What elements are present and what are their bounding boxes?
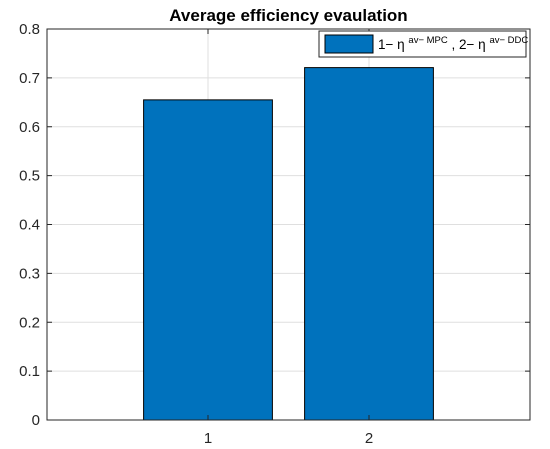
legend-label-part-1: 1− η	[378, 37, 405, 52]
legend: 1− η av− MPC , 2− η av− DDC	[318, 30, 528, 58]
legend-swatch	[324, 34, 374, 54]
legend-label-part-2: , 2− η	[452, 37, 486, 52]
bar-2	[304, 67, 434, 421]
bar-1	[143, 99, 273, 421]
y-tick-label: 0.6	[19, 119, 40, 136]
y-tick-label: 0	[32, 412, 40, 429]
y-tick-label: 0.3	[19, 265, 40, 282]
y-tick-label: 0.1	[19, 363, 40, 380]
bars	[143, 67, 434, 421]
y-tick-label: 0.4	[19, 217, 40, 234]
legend-label-sup-1: av− MPC	[408, 35, 447, 46]
x-tick-label: 2	[365, 430, 373, 447]
x-tick-label: 1	[204, 430, 212, 447]
y-tick-label: 0.5	[19, 168, 40, 185]
y-tick-labels: 0 0.1 0.2 0.3 0.4 0.5 0.6 0.7 0.8	[19, 21, 40, 429]
chart-title: Average efficiency evaulation	[169, 6, 407, 25]
legend-label-sup-2: av− DDC	[489, 35, 528, 46]
y-tick-label: 0.2	[19, 314, 40, 331]
y-tick-label: 0.8	[19, 21, 40, 38]
legend-label: 1− η av− MPC , 2− η av− DDC	[378, 31, 528, 52]
y-tick-label: 0.7	[19, 70, 40, 87]
